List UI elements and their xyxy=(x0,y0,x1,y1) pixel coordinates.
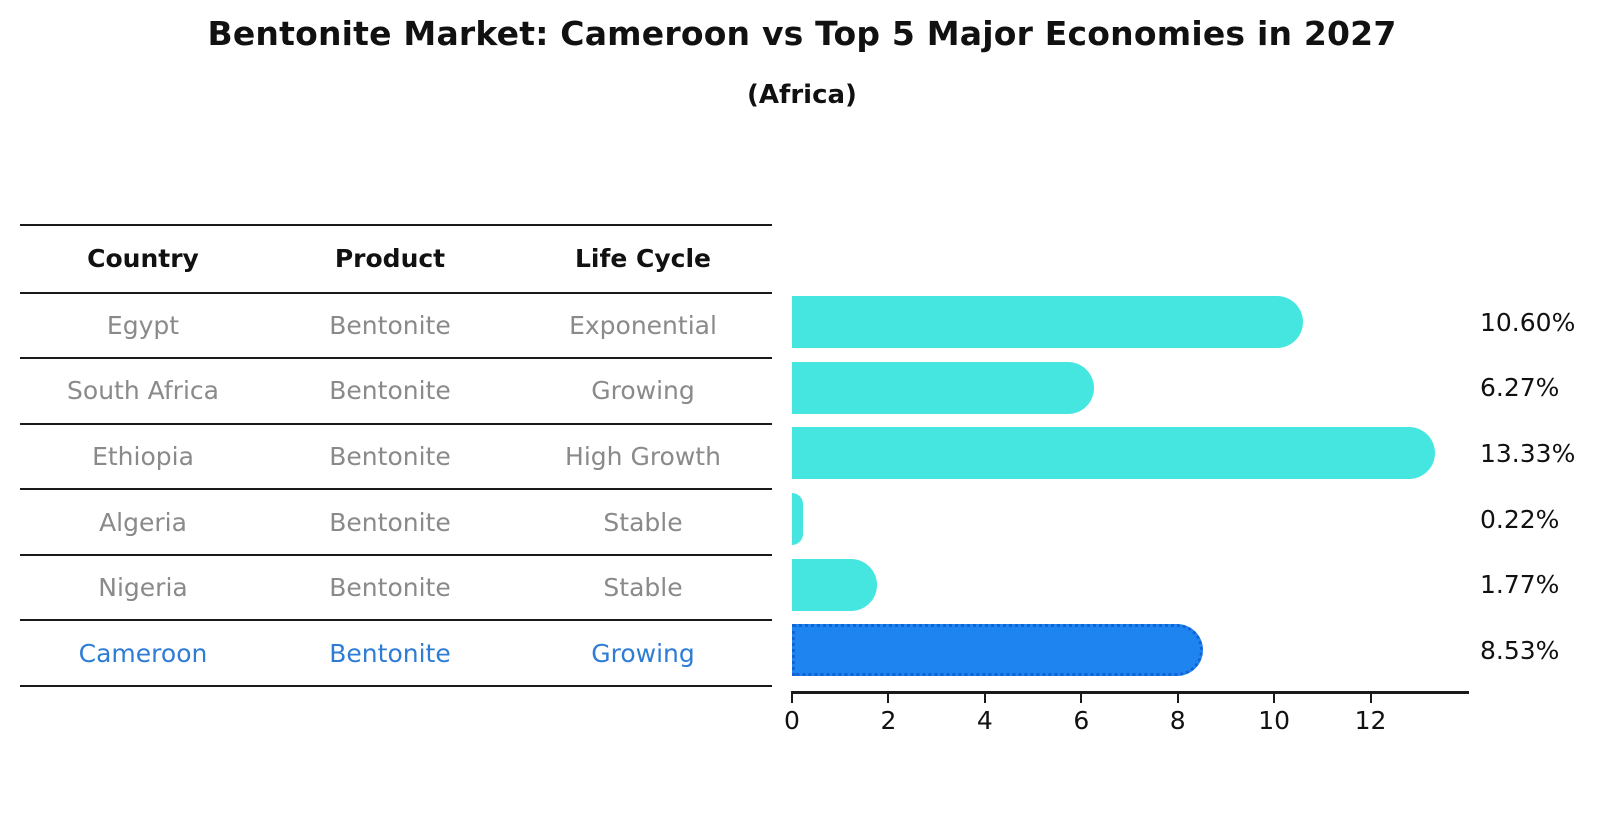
x-tick-label: 4 xyxy=(976,706,993,735)
table-header-life-cycle: Life Cycle xyxy=(574,244,712,274)
x-tick-mark xyxy=(1273,694,1276,703)
x-tick-label: 10 xyxy=(1258,706,1291,735)
bar-cameroon xyxy=(792,624,1204,677)
table-cell-country: South Africa xyxy=(20,357,266,423)
bar-value-label: 1.77% xyxy=(1480,570,1560,600)
x-tick-mark xyxy=(1176,694,1179,703)
x-tick-mark xyxy=(1369,694,1372,703)
chart-title: Bentonite Market: Cameroon vs Top 5 Majo… xyxy=(207,14,1397,53)
table-cell-life-cycle: High Growth xyxy=(514,422,772,489)
x-tick-label: 12 xyxy=(1354,706,1387,735)
table-cell-country: Ethiopia xyxy=(20,422,266,489)
bar-value-label: 13.33% xyxy=(1480,438,1576,468)
bar-value-label: 10.60% xyxy=(1480,307,1576,337)
x-tick-mark xyxy=(1080,694,1083,703)
country-info-table: Country Product Life Cycle Egypt Bentonite Ex… xyxy=(20,224,772,687)
table-cell-life-cycle: Stable xyxy=(514,488,772,554)
x-tick-mark xyxy=(887,694,890,703)
table-cell-product: Bentonite xyxy=(266,291,514,358)
x-tick-label: 2 xyxy=(880,706,897,735)
bar-egypt xyxy=(792,296,1304,349)
x-axis-line xyxy=(791,691,1469,694)
bar-south-africa xyxy=(792,361,1095,414)
chart-subtitle: (Africa) xyxy=(747,80,857,110)
table-cell-product: Bentonite xyxy=(266,357,514,423)
bar-ethiopia xyxy=(792,427,1435,480)
table-header-country: Country xyxy=(87,244,199,274)
table-cell-life-cycle: Growing xyxy=(514,357,772,423)
table-header-product: Product xyxy=(334,244,446,274)
bar-algeria xyxy=(792,493,803,546)
x-tick-label: 8 xyxy=(1169,706,1186,735)
bar-value-label: 0.22% xyxy=(1480,504,1560,534)
bar-value-label: 8.53% xyxy=(1480,635,1560,665)
x-tick-label: 0 xyxy=(784,706,800,735)
table-cell-country: Nigeria xyxy=(20,553,266,620)
table-cell-product: Bentonite xyxy=(266,553,514,620)
bar-nigeria xyxy=(792,558,878,611)
table-cell-country: Algeria xyxy=(20,488,266,554)
table-cell-product: Bentonite xyxy=(266,619,514,685)
table-cell-life-cycle: Growing xyxy=(514,619,772,685)
bar-value-label: 6.27% xyxy=(1480,373,1560,403)
table-cell-country: Egypt xyxy=(20,291,266,358)
table-cell-life-cycle: Exponential xyxy=(514,291,772,358)
x-tick-label: 6 xyxy=(1073,706,1090,735)
table-cell-country: Cameroon xyxy=(20,619,266,685)
x-tick-mark xyxy=(983,694,986,703)
table-cell-life-cycle: Stable xyxy=(514,553,772,620)
x-tick-mark xyxy=(791,694,793,703)
table-cell-product: Bentonite xyxy=(266,488,514,554)
table-cell-product: Bentonite xyxy=(266,422,514,489)
